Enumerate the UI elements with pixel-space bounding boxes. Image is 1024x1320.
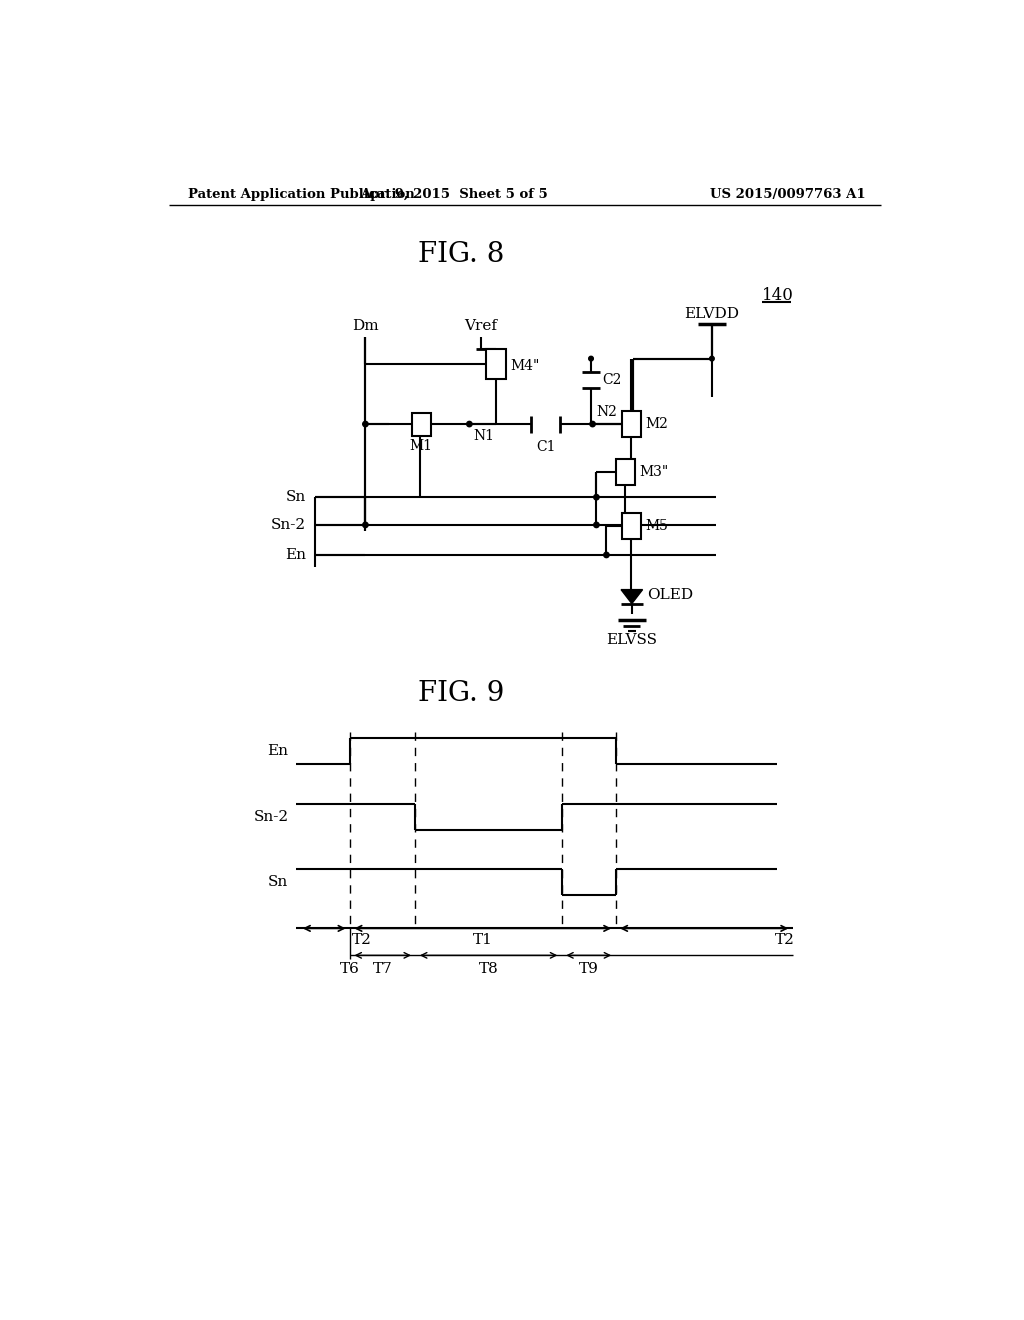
Text: T9: T9 <box>579 962 599 977</box>
Text: En: En <box>267 744 289 758</box>
Bar <box>615 459 635 484</box>
Text: Dm: Dm <box>352 319 379 333</box>
Text: N2: N2 <box>596 405 617 418</box>
Polygon shape <box>621 590 643 603</box>
Text: En: En <box>285 548 306 562</box>
Circle shape <box>362 421 368 426</box>
Text: Sn-2: Sn-2 <box>271 517 306 532</box>
Text: M4": M4" <box>510 359 540 374</box>
Text: ELVDD: ELVDD <box>684 308 739 321</box>
Text: T1: T1 <box>472 933 493 946</box>
Text: M3": M3" <box>640 465 669 479</box>
Text: 140: 140 <box>762 286 794 304</box>
Text: Patent Application Publication: Patent Application Publication <box>188 187 415 201</box>
Circle shape <box>594 495 599 500</box>
Text: Sn: Sn <box>268 875 289 890</box>
Text: T2: T2 <box>351 933 372 946</box>
Circle shape <box>604 552 609 557</box>
Text: OLED: OLED <box>647 587 693 602</box>
Text: C2: C2 <box>602 374 622 387</box>
Circle shape <box>589 356 593 360</box>
Text: T2: T2 <box>775 933 795 946</box>
Text: M2: M2 <box>646 417 669 432</box>
Text: T8: T8 <box>479 962 499 977</box>
Bar <box>622 411 641 437</box>
Text: N1: N1 <box>473 429 495 444</box>
Text: M5: M5 <box>646 519 669 533</box>
Text: Vref: Vref <box>465 319 498 333</box>
Bar <box>486 350 506 379</box>
Text: Sn: Sn <box>286 490 306 504</box>
Text: FIG. 8: FIG. 8 <box>419 242 505 268</box>
Bar <box>622 512 641 539</box>
Circle shape <box>590 421 595 426</box>
Circle shape <box>594 523 599 528</box>
Text: Sn-2: Sn-2 <box>253 809 289 824</box>
Text: ELVSS: ELVSS <box>606 634 657 647</box>
Circle shape <box>710 356 714 360</box>
Text: T7: T7 <box>373 962 392 977</box>
Text: T6: T6 <box>340 962 360 977</box>
Text: FIG. 9: FIG. 9 <box>419 680 505 708</box>
Circle shape <box>362 523 368 528</box>
Text: M1: M1 <box>410 440 432 453</box>
Text: Apr. 9, 2015  Sheet 5 of 5: Apr. 9, 2015 Sheet 5 of 5 <box>360 187 548 201</box>
Circle shape <box>467 421 472 426</box>
Text: C1: C1 <box>536 440 555 454</box>
Text: US 2015/0097763 A1: US 2015/0097763 A1 <box>711 187 866 201</box>
Bar <box>412 413 431 436</box>
